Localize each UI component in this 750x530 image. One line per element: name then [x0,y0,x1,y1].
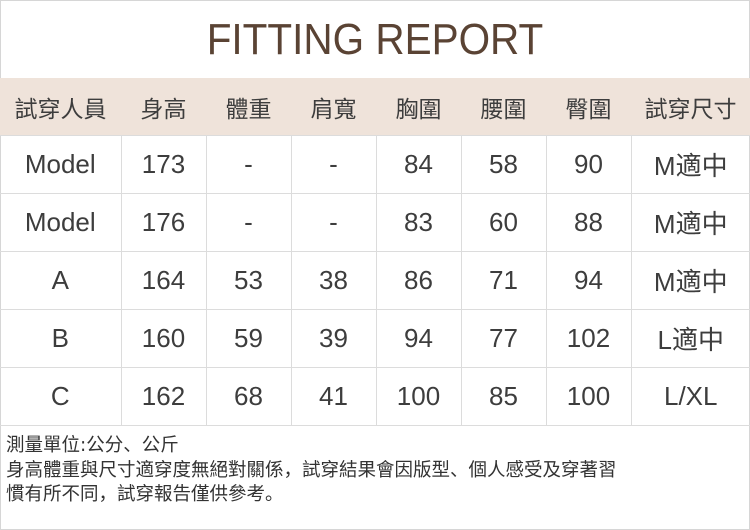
table-cell: 164 [120,251,207,310]
table-cell: 102 [545,309,632,368]
table-cell: L適中 [630,309,750,368]
table-cell: C [0,367,122,426]
table-cell: 60 [460,193,547,252]
table-cell: - [290,135,377,194]
header-cell: 身高 [121,78,206,136]
header-cell: 肩寬 [291,78,376,136]
page-title: FITTING REPORT [206,15,544,64]
table-row: C 162 68 41 100 85 100 L/XL [0,367,750,426]
header-cell: 胸圍 [376,78,461,136]
table-cell: - [205,135,292,194]
table-cell: 90 [545,135,632,194]
table-cell: M適中 [630,251,750,310]
table-cell: - [205,193,292,252]
disclaimer-line: 慣有所不同，試穿報告僅供參考。 [6,484,284,505]
table-cell: 162 [120,367,207,426]
table-cell: 39 [290,309,377,368]
table-cell: B [0,309,122,368]
table-cell: 160 [120,309,207,368]
header-row: 試穿人員 身高 體重 肩寬 胸圍 腰圍 臀圍 試穿尺寸 [0,78,750,136]
unit-note: 測量單位:公分、公斤 [6,435,179,456]
table-cell: Model [0,193,122,252]
table-cell: M適中 [630,193,750,252]
table-cell: A [0,251,122,310]
table-cell: 100 [375,367,462,426]
table-cell: 94 [545,251,632,310]
table-cell: 83 [375,193,462,252]
table-cell: 38 [290,251,377,310]
table-cell: - [290,193,377,252]
table-cell: 41 [290,367,377,426]
table-cell: M適中 [630,135,750,194]
table-cell: L/XL [630,367,750,426]
table-cell: 77 [460,309,547,368]
table-row: B 160 59 39 94 77 102 L適中 [0,309,750,368]
table-cell: 58 [460,135,547,194]
table-cell: 84 [375,135,462,194]
table-cell: 94 [375,309,462,368]
notes: 測量單位:公分、公斤 身高體重與尺寸適穿度無絕對關係，試穿結果會因版型、個人感受… [6,434,617,508]
header-cell: 體重 [206,78,291,136]
table-row: A 164 53 38 86 71 94 M適中 [0,251,750,310]
table-row: Model 176- -83 60 88 M適中 [0,193,750,252]
table-cell: 53 [205,251,292,310]
header-cell: 腰圍 [461,78,546,136]
table-cell: 59 [205,309,292,368]
header-cell: 試穿人員 [0,78,121,136]
table-cell: 71 [460,251,547,310]
table-cell: 68 [205,367,292,426]
fitting-table: 試穿人員 身高 體重 肩寬 胸圍 腰圍 臀圍 試穿尺寸 Model 173- -84… [0,78,750,426]
table-row: Model 173- -84 58 90 M適中 [0,135,750,194]
header-cell: 試穿尺寸 [631,78,750,136]
table-cell: 85 [460,367,547,426]
table-cell: 88 [545,193,632,252]
table-cell: 100 [545,367,632,426]
header-cell: 臀圍 [546,78,631,136]
table-cell: Model [0,135,122,194]
disclaimer-line: 身高體重與尺寸適穿度無絕對關係，試穿結果會因版型、個人感受及穿著習 [6,459,617,481]
table-cell: 86 [375,251,462,310]
table-cell: 176 [120,193,207,252]
table-cell: 173 [120,135,207,194]
